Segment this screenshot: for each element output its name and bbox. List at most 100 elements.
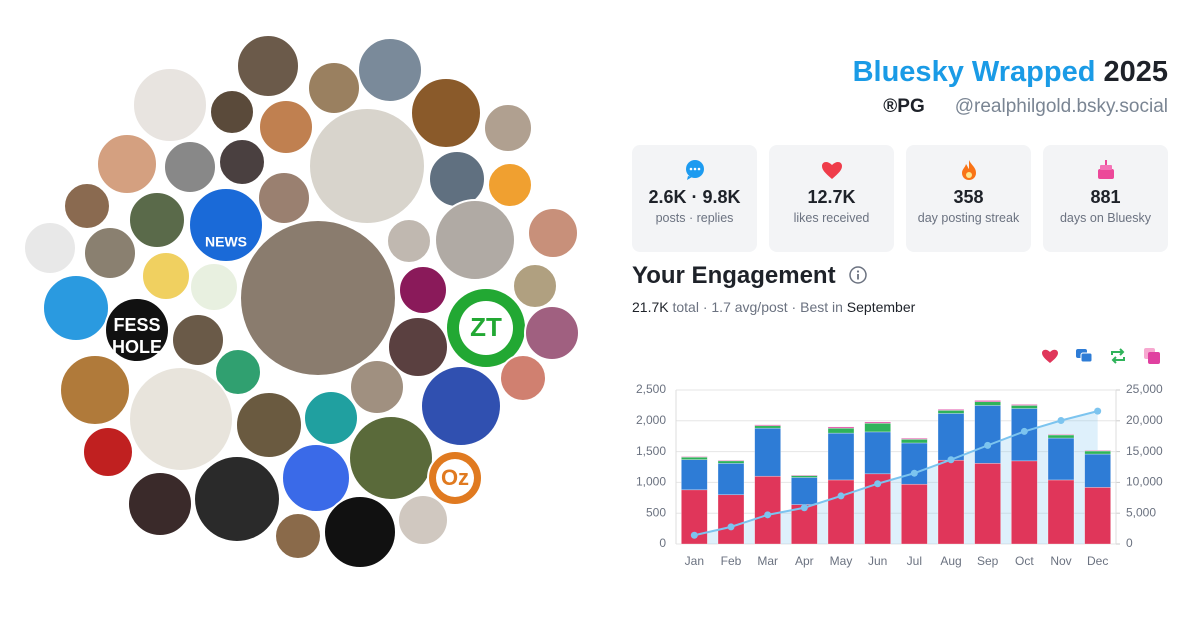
avatar[interactable] <box>512 263 558 309</box>
bar-segment <box>901 483 928 545</box>
bar-segment <box>681 456 708 460</box>
avatar[interactable] <box>218 138 266 186</box>
info-icon[interactable] <box>848 265 868 285</box>
bar-segment <box>717 494 745 545</box>
section-title: Your Engagement <box>632 262 868 290</box>
legend-icon[interactable] <box>1144 348 1160 364</box>
avatar[interactable] <box>163 140 217 194</box>
avatar[interactable] <box>83 226 137 280</box>
section-title-text: Your Engagement <box>632 262 836 289</box>
bar-segment <box>827 427 855 434</box>
avatar[interactable] <box>487 162 533 208</box>
avatar[interactable] <box>434 199 516 281</box>
avatar-label: NEWS <box>205 234 247 250</box>
avatar[interactable] <box>214 348 262 396</box>
avatar[interactable] <box>398 265 448 315</box>
avatar[interactable] <box>357 37 423 103</box>
bar-segment <box>791 474 818 476</box>
avatar[interactable] <box>82 426 134 478</box>
legend-icon[interactable] <box>1076 349 1093 363</box>
avatar[interactable] <box>235 391 303 459</box>
avatar[interactable] <box>307 61 361 115</box>
avatar[interactable] <box>96 133 158 195</box>
bar-segment <box>754 475 781 545</box>
bar-segment <box>1084 453 1111 488</box>
avatar[interactable] <box>258 99 314 155</box>
avatar[interactable] <box>42 274 110 342</box>
legend-icon[interactable] <box>1111 348 1125 364</box>
avatar[interactable] <box>127 471 193 537</box>
avatar[interactable] <box>132 67 208 143</box>
line-point <box>800 504 808 512</box>
icon <box>822 162 842 179</box>
avatar[interactable] <box>348 415 434 501</box>
x-tick-label: Mar <box>757 554 778 568</box>
bar-segment <box>864 431 891 475</box>
bar-segment <box>827 426 855 429</box>
y2-tick-label: 0 <box>1126 536 1133 550</box>
legend-icon[interactable] <box>1042 349 1058 363</box>
bar-segment <box>1011 460 1038 545</box>
avatar[interactable] <box>63 182 111 230</box>
icon <box>686 160 704 180</box>
avatar[interactable] <box>281 443 351 513</box>
avatar[interactable] <box>524 305 580 361</box>
bar-segment <box>1084 487 1111 545</box>
avatar[interactable] <box>397 494 449 546</box>
total: 21.7K <box>632 299 669 315</box>
avatar-label: FESS <box>113 315 160 335</box>
bar-segment <box>754 425 781 429</box>
avatar[interactable] <box>387 316 449 378</box>
y-tick-label: 1,500 <box>636 444 666 458</box>
avatar-label: Oz <box>441 465 469 490</box>
avatar[interactable] <box>59 354 131 426</box>
y2-tick-label: 15,000 <box>1126 444 1163 458</box>
x-tick-label: Jul <box>907 554 922 568</box>
avatar[interactable] <box>193 455 281 543</box>
line-point <box>910 469 918 477</box>
avatar[interactable] <box>308 107 426 225</box>
avatar[interactable] <box>209 89 255 135</box>
bar-segment <box>1047 434 1075 439</box>
avatar[interactable] <box>428 150 486 208</box>
stat-card: 12.7K likes received <box>769 145 894 252</box>
avatar[interactable] <box>499 354 547 402</box>
avatar[interactable] <box>128 366 234 472</box>
avatar[interactable] <box>236 34 300 98</box>
line-point <box>1020 427 1028 435</box>
avatar[interactable] <box>386 218 432 264</box>
line-point <box>874 480 882 488</box>
stat-label: posts · replies <box>655 211 734 225</box>
avatar[interactable] <box>274 512 322 560</box>
logo-ring <box>436 459 474 497</box>
avatar[interactable] <box>128 191 186 249</box>
y-tick-label: 1,000 <box>636 475 666 489</box>
bar-segment <box>974 400 1001 403</box>
y2-tick-label: 10,000 <box>1126 475 1163 489</box>
avatar[interactable] <box>188 187 264 263</box>
avatar[interactable] <box>527 207 579 259</box>
avatar[interactable] <box>483 103 533 153</box>
x-tick-label: Nov <box>1050 554 1071 568</box>
bar-segment <box>1047 437 1075 481</box>
stat-label: day posting streak <box>917 211 1020 225</box>
bar-segment <box>754 427 781 477</box>
bar-segment <box>717 460 745 464</box>
summary: total · 1.7 avg/post · Best in <box>672 299 843 315</box>
avatar[interactable] <box>141 251 191 301</box>
avatar[interactable] <box>239 219 397 377</box>
avatar[interactable] <box>323 495 397 569</box>
bar-segment <box>1011 404 1038 406</box>
avatar[interactable] <box>410 77 482 149</box>
avatar[interactable] <box>303 390 359 446</box>
x-tick-label: Jan <box>685 554 704 568</box>
avatar[interactable] <box>171 313 225 367</box>
bar-segment <box>974 401 1001 406</box>
avatar[interactable] <box>257 171 311 225</box>
avatar[interactable] <box>349 359 405 415</box>
avatar[interactable] <box>189 262 239 312</box>
avatar[interactable] <box>104 297 170 363</box>
avatar[interactable] <box>23 221 77 275</box>
avatar[interactable] <box>420 365 502 447</box>
